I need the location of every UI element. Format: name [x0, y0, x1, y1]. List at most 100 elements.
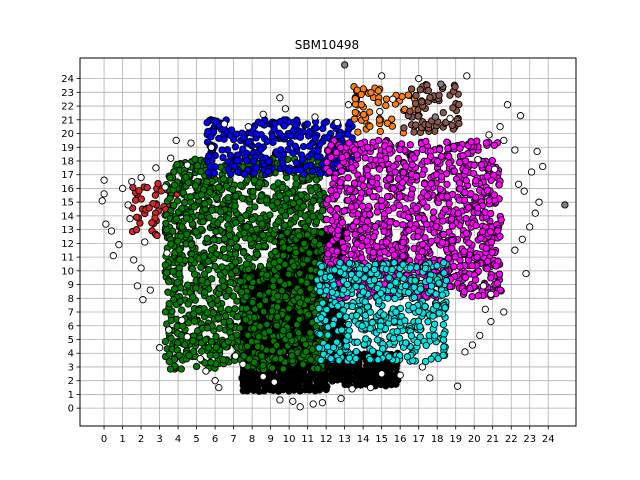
data-point	[420, 180, 429, 188]
data-point	[472, 221, 480, 230]
data-point	[204, 127, 212, 136]
data-point	[418, 170, 427, 179]
data-point	[234, 168, 242, 176]
data-point	[143, 183, 151, 192]
data-point	[297, 191, 305, 199]
data-point	[192, 228, 200, 236]
data-point	[179, 322, 187, 330]
data-point	[287, 132, 295, 140]
data-point	[285, 331, 294, 340]
data-point	[352, 354, 360, 363]
data-point	[263, 271, 271, 279]
data-point	[418, 145, 427, 154]
data-point	[331, 174, 339, 182]
data-point	[266, 235, 274, 243]
data-point	[189, 293, 197, 301]
data-point	[358, 202, 367, 210]
data-point	[474, 292, 483, 300]
data-point	[336, 178, 344, 187]
data-point	[273, 198, 281, 207]
data-point	[399, 260, 407, 269]
data-point	[329, 320, 337, 329]
data-point-outlier	[137, 264, 145, 272]
data-point	[197, 263, 205, 271]
data-point-outlier	[531, 209, 539, 217]
data-point	[268, 364, 277, 372]
data-point	[385, 206, 393, 215]
data-point	[430, 320, 439, 328]
data-point	[172, 215, 180, 223]
data-point-outlier	[481, 305, 489, 313]
y-tick-label: 13	[61, 225, 74, 236]
data-point	[294, 329, 303, 337]
data-point	[183, 230, 191, 238]
data-point	[394, 154, 403, 163]
data-point	[395, 334, 404, 342]
x-tick-label: 11	[301, 434, 314, 445]
data-point	[361, 223, 369, 232]
data-point	[406, 264, 415, 272]
data-point	[297, 277, 305, 285]
data-point	[273, 303, 282, 311]
data-point-outlier	[239, 360, 247, 368]
data-point	[366, 210, 374, 219]
data-point	[273, 292, 282, 300]
data-point-outlier	[276, 94, 284, 102]
data-point	[231, 305, 239, 313]
data-point	[439, 109, 447, 117]
data-point	[429, 214, 437, 222]
data-point	[456, 158, 464, 167]
data-point	[361, 265, 370, 273]
data-point	[439, 230, 448, 239]
data-point-outlier	[344, 101, 353, 109]
data-point-outlier	[490, 165, 499, 173]
data-point	[316, 140, 324, 148]
data-point	[435, 145, 444, 154]
data-point-outlier	[128, 177, 136, 186]
data-point	[258, 352, 266, 360]
data-point	[342, 313, 350, 321]
data-point	[416, 86, 424, 94]
data-point	[339, 286, 348, 294]
data-point	[257, 119, 266, 128]
data-point	[167, 316, 175, 325]
data-point	[466, 284, 474, 293]
data-point	[273, 341, 281, 349]
data-point	[309, 197, 317, 205]
data-point	[412, 121, 420, 129]
data-point	[316, 330, 324, 338]
data-point	[197, 191, 206, 199]
data-point	[490, 191, 498, 199]
data-point	[421, 302, 429, 311]
data-point	[343, 229, 351, 237]
data-point	[323, 343, 332, 351]
data-point	[357, 189, 366, 197]
data-point	[252, 164, 261, 172]
data-point	[368, 318, 376, 327]
data-point	[278, 183, 287, 191]
data-point-outlier	[126, 215, 134, 223]
data-point	[231, 202, 239, 210]
data-point	[335, 356, 343, 365]
data-point	[263, 137, 271, 146]
data-point-outlier	[259, 110, 267, 118]
data-point	[436, 185, 444, 193]
data-point-outlier	[479, 282, 488, 290]
data-point	[270, 259, 278, 267]
data-point	[240, 134, 248, 142]
data-point	[487, 209, 495, 218]
data-point	[385, 353, 393, 361]
data-point	[378, 202, 386, 211]
data-point	[229, 186, 237, 194]
data-point-outlier	[172, 136, 180, 145]
data-point	[374, 87, 383, 95]
data-point	[245, 274, 253, 282]
x-tick-label: 24	[542, 434, 555, 445]
x-tick-label: 2	[138, 434, 144, 445]
data-point-outlier	[503, 101, 512, 109]
data-point	[170, 201, 178, 209]
data-point	[279, 365, 287, 373]
data-point	[315, 304, 323, 313]
data-point	[217, 208, 225, 216]
data-point	[324, 331, 332, 339]
